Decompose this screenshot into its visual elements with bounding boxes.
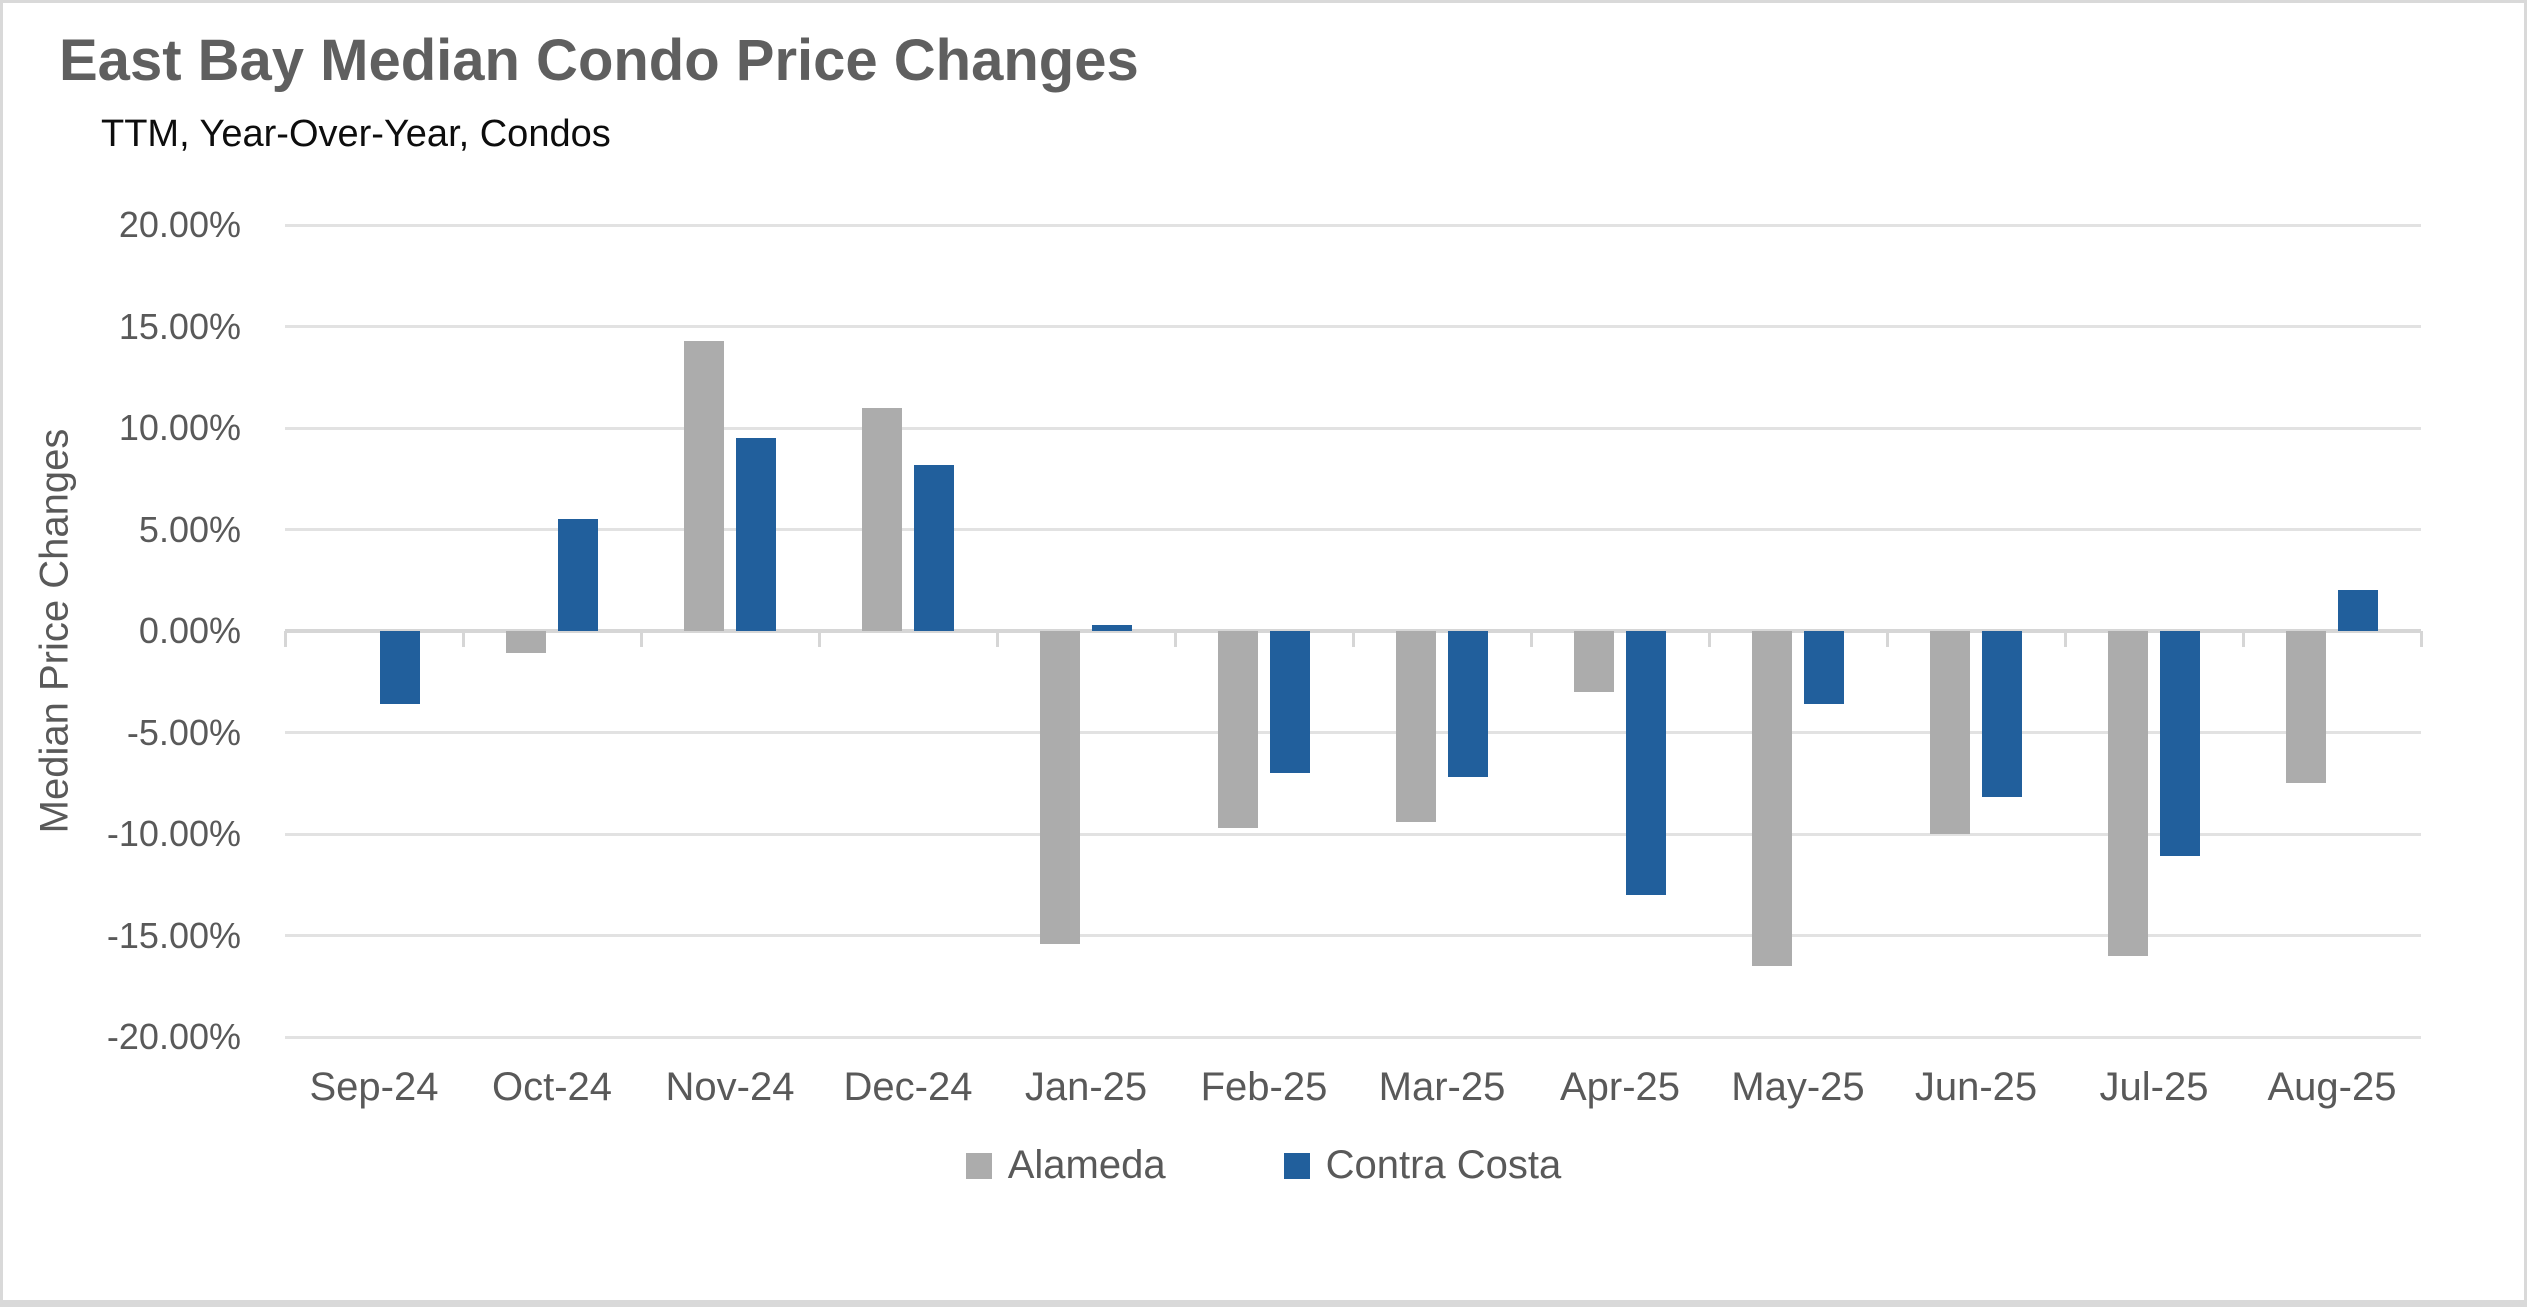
y-tick-label: -20.00% bbox=[106, 1016, 241, 1057]
bar-alameda-jul-25 bbox=[2108, 631, 2148, 956]
bar-contra-costa-oct-24 bbox=[558, 519, 598, 631]
legend-swatch-contra-costa bbox=[1283, 1152, 1310, 1179]
axis-tick-mark bbox=[639, 631, 643, 647]
bar-contra-costa-jul-25 bbox=[2160, 631, 2200, 856]
legend-swatch-alameda bbox=[965, 1152, 992, 1179]
axis-tick-mark bbox=[1885, 631, 1889, 647]
x-tick-label-aug-25: Aug-25 bbox=[2267, 1065, 2397, 1109]
bar-contra-costa-aug-25 bbox=[2338, 590, 2378, 631]
bar-contra-costa-mar-25 bbox=[1448, 631, 1488, 777]
bar-alameda-nov-24 bbox=[684, 341, 724, 631]
legend-label-contra-costa: Contra Costa bbox=[1325, 1143, 1562, 1187]
axis-tick-mark bbox=[2063, 631, 2067, 647]
y-tick-label: -5.00% bbox=[126, 711, 241, 753]
bar-contra-costa-apr-25 bbox=[1626, 631, 1666, 895]
axis-tick-mark bbox=[1351, 631, 1355, 647]
bar-alameda-jun-25 bbox=[1930, 631, 1970, 834]
bar-alameda-jan-25 bbox=[1040, 631, 1080, 944]
y-tick-label: -10.00% bbox=[106, 813, 241, 854]
y-tick-label: -15.00% bbox=[106, 914, 241, 956]
bar-alameda-mar-25 bbox=[1396, 631, 1436, 822]
bar-contra-costa-nov-24 bbox=[736, 438, 776, 631]
plot-area bbox=[283, 223, 2423, 1039]
x-tick-label-mar-25: Mar-25 bbox=[1378, 1065, 1506, 1109]
bar-contra-costa-sep-24 bbox=[380, 631, 420, 704]
x-tick-label-may-25: May-25 bbox=[1731, 1065, 1865, 1109]
x-tick-label-nov-24: Nov-24 bbox=[665, 1065, 795, 1109]
y-tick-label: 15.00% bbox=[118, 305, 241, 347]
legend-label-alameda: Alameda bbox=[1007, 1143, 1166, 1187]
gridline bbox=[285, 1035, 2421, 1039]
gridline bbox=[285, 832, 2421, 836]
y-tick-label: 5.00% bbox=[138, 508, 241, 550]
x-tick-label-apr-25: Apr-25 bbox=[1559, 1065, 1681, 1109]
gridline bbox=[285, 934, 2421, 937]
bar-contra-costa-dec-24 bbox=[914, 465, 954, 631]
x-tick-label-sep-24: Sep-24 bbox=[309, 1065, 439, 1109]
bar-alameda-feb-25 bbox=[1218, 631, 1258, 828]
axis-tick-mark bbox=[1707, 631, 1711, 647]
legend-item-contra-costa: Contra Costa bbox=[1283, 1143, 1562, 1188]
chart-title: East Bay Median Condo Price Changes bbox=[59, 28, 1139, 93]
x-tick-label-jun-25: Jun-25 bbox=[1914, 1065, 2038, 1109]
axis-tick-mark bbox=[817, 631, 821, 647]
gridline bbox=[285, 325, 2421, 328]
axis-tick-mark bbox=[1529, 631, 1533, 647]
x-tick-label-jul-25: Jul-25 bbox=[2099, 1065, 2209, 1109]
bar-alameda-oct-24 bbox=[506, 631, 546, 653]
axis-tick-mark bbox=[283, 631, 287, 647]
x-tick-label-oct-24: Oct-24 bbox=[491, 1065, 613, 1109]
legend: Alameda Contra Costa bbox=[3, 1143, 2524, 1188]
bar-contra-costa-jan-25 bbox=[1092, 625, 1132, 631]
axis-tick-mark bbox=[461, 631, 465, 647]
chart-subtitle: TTM, Year-Over-Year, Condos bbox=[101, 113, 611, 155]
bar-alameda-may-25 bbox=[1752, 631, 1792, 966]
axis-tick-mark bbox=[995, 631, 999, 647]
bar-contra-costa-jun-25 bbox=[1982, 631, 2022, 797]
bar-alameda-aug-25 bbox=[2286, 631, 2326, 783]
y-tick-label: 0.00% bbox=[138, 610, 241, 651]
axis-tick-mark bbox=[2241, 631, 2245, 647]
x-tick-label-dec-24: Dec-24 bbox=[843, 1065, 973, 1109]
y-tick-label: 10.00% bbox=[118, 407, 241, 448]
y-tick-label: 20.00% bbox=[118, 204, 241, 245]
bar-alameda-apr-25 bbox=[1574, 631, 1614, 692]
legend-item-alameda: Alameda bbox=[965, 1143, 1166, 1188]
gridline bbox=[285, 528, 2421, 531]
gridline bbox=[285, 731, 2421, 734]
axis-tick-mark bbox=[2419, 631, 2423, 647]
bar-contra-costa-feb-25 bbox=[1270, 631, 1310, 773]
axis-tick-mark bbox=[1173, 631, 1177, 647]
bar-contra-costa-may-25 bbox=[1804, 631, 1844, 704]
x-tick-label-feb-25: Feb-25 bbox=[1200, 1065, 1328, 1109]
x-tick-label-jan-25: Jan-25 bbox=[1024, 1065, 1148, 1109]
gridline bbox=[285, 426, 2421, 430]
bar-alameda-dec-24 bbox=[862, 408, 902, 631]
gridline bbox=[285, 223, 2421, 227]
